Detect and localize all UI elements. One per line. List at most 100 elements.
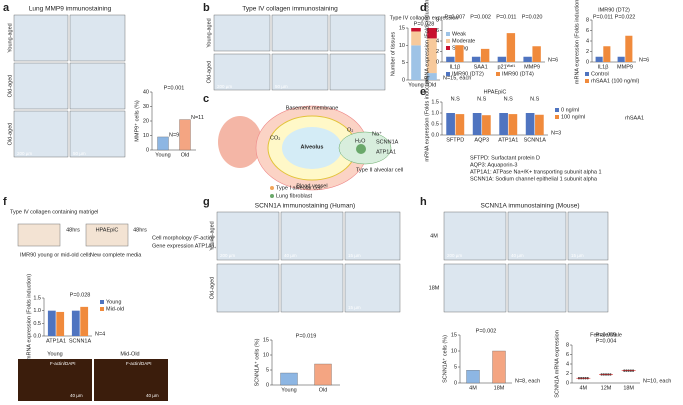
bar (480, 48, 490, 62)
legend-label: Young (106, 299, 121, 305)
diagram-label: Cell morphology (F-actin) (152, 235, 214, 241)
y-tick-label: 10 (263, 352, 269, 358)
x-tick-label: 12M (601, 385, 612, 391)
diagram-label: Lung fibroblast (276, 193, 313, 199)
bar-segment (427, 73, 437, 80)
x-tick-label: p21ᵂᵃᶠ¹ (498, 63, 516, 70)
scale-bar: 40 µm (284, 253, 297, 258)
y-tick-label: 1.0 (33, 308, 41, 314)
bar (492, 350, 506, 384)
x-tick-label: Young (155, 152, 170, 158)
panel-b: b Type IV collagen immunostaining Young-… (203, 2, 386, 91)
y-tick-label: 20 (143, 118, 149, 124)
bar (455, 114, 465, 135)
image-title: Young (47, 351, 62, 357)
diagram-label: Blood vessel (296, 183, 327, 189)
diagram-label: Basement membrane (286, 105, 339, 111)
diagram-label: HPAEpiC (96, 227, 119, 233)
legend-swatch (270, 194, 274, 198)
p-value: P=0.020 (522, 14, 543, 20)
micrograph (329, 14, 386, 52)
panel-h: h SCNN1A immunostaining (Mouse) 4M 18M 2… (420, 196, 609, 313)
scale-bar: 50 µm (73, 151, 86, 156)
bar (466, 370, 480, 384)
legend-label: Moderate (452, 38, 475, 44)
bar (482, 115, 491, 135)
y-tick-label: 40 (143, 89, 149, 95)
bar (47, 310, 56, 336)
legend-swatch (446, 32, 450, 36)
micrograph (507, 211, 567, 261)
micrograph (443, 263, 507, 313)
x-tick-label: IL1β (449, 64, 460, 70)
y-tick-label: 0 (402, 77, 405, 83)
p-value: P=0.009 (596, 332, 617, 338)
y-tick-label: 0.5 (33, 321, 41, 327)
diagram-label: Type II alveolar cell (356, 167, 403, 173)
panel-d: d (420, 2, 427, 14)
micrograph (69, 14, 126, 62)
micrograph (567, 263, 609, 313)
diagram-label: Type IV collagen containing matrigel (10, 209, 98, 215)
panel-letter: a (3, 2, 10, 14)
y-axis-label: SCNN1A⁺ cells (%) (253, 338, 260, 386)
x-tick-label: MMP9 (524, 64, 540, 70)
scale-bar: 40 µm (146, 393, 159, 398)
legend-swatch (446, 72, 450, 76)
bar (625, 35, 633, 62)
micrograph (344, 263, 401, 313)
y-tick-label: 4 (586, 38, 589, 44)
y-tick-label: 4 (436, 38, 439, 44)
x-tick-label: SCNN1A (524, 137, 547, 143)
y-tick-label: 0 (266, 382, 269, 388)
bar (179, 119, 191, 151)
x-tick-label: Old (319, 387, 328, 393)
micrograph (344, 211, 401, 261)
p-value: N.S (477, 96, 487, 102)
bar-segment (411, 28, 421, 32)
well (17, 223, 61, 247)
y-tick-label: 2 (566, 371, 569, 377)
y-axis-label: SCNN1A mRNA expression (554, 330, 560, 398)
y-tick-label: 30 (143, 104, 149, 110)
legend-swatch (555, 115, 559, 119)
y-tick-label: 15 (451, 332, 457, 338)
chart-title: HPAEpiC (484, 89, 507, 95)
panel-f: f Type IV collagen containing matrigel H… (3, 196, 241, 401)
y-tick-label: 1.5 (33, 295, 41, 301)
diagram-label: Alveolus (301, 144, 324, 150)
panel-letter: b (203, 2, 210, 14)
legend-label: rhSAA1 (100 ng/ml) (591, 78, 639, 84)
y-tick-label: 6 (566, 352, 569, 358)
scale-bar: 200 µm (217, 84, 232, 89)
p-value: P=0.001 (164, 85, 185, 91)
y-axis-label: SCNN1A⁺ cells (%) (441, 335, 448, 383)
panel-g: g SCNN1A immunostaining (Human) Young-ag… (203, 196, 401, 313)
row-label: Old-aged (7, 123, 13, 146)
x-tick-label: 18M (494, 385, 505, 391)
legend-swatch (585, 72, 589, 76)
bar (617, 56, 625, 62)
row-label: Old-aged (206, 61, 212, 84)
y-tick-label: 0 (586, 59, 589, 65)
panel-a: a Lung MMP9 immunostaining Young-aged Ol… (3, 2, 126, 158)
y-tick-label: 4 (566, 361, 569, 367)
n-label: N=3 (551, 130, 561, 136)
y-tick-label: 0.0 (33, 333, 41, 339)
p-value: P=0.022 (615, 14, 636, 20)
note: AQP3: Aquaporin-3 (470, 162, 517, 168)
micrograph (13, 110, 69, 158)
panel-c: c Basement membrane Alveolus Blood vesse… (203, 93, 403, 200)
bar-segment (411, 31, 421, 46)
y-tick-label: 15 (399, 25, 405, 31)
legend-swatch (270, 186, 274, 190)
bar (532, 46, 541, 62)
micrograph (329, 53, 386, 91)
scale-bar: 200 µm (220, 253, 235, 258)
p-value: P=0.011 (593, 14, 613, 20)
panel-title: SCNN1A immunostaining (Mouse) (481, 203, 580, 210)
y-tick-label: 10 (399, 43, 405, 49)
y-tick-label: 1.5 (431, 99, 439, 105)
bar (535, 114, 544, 135)
